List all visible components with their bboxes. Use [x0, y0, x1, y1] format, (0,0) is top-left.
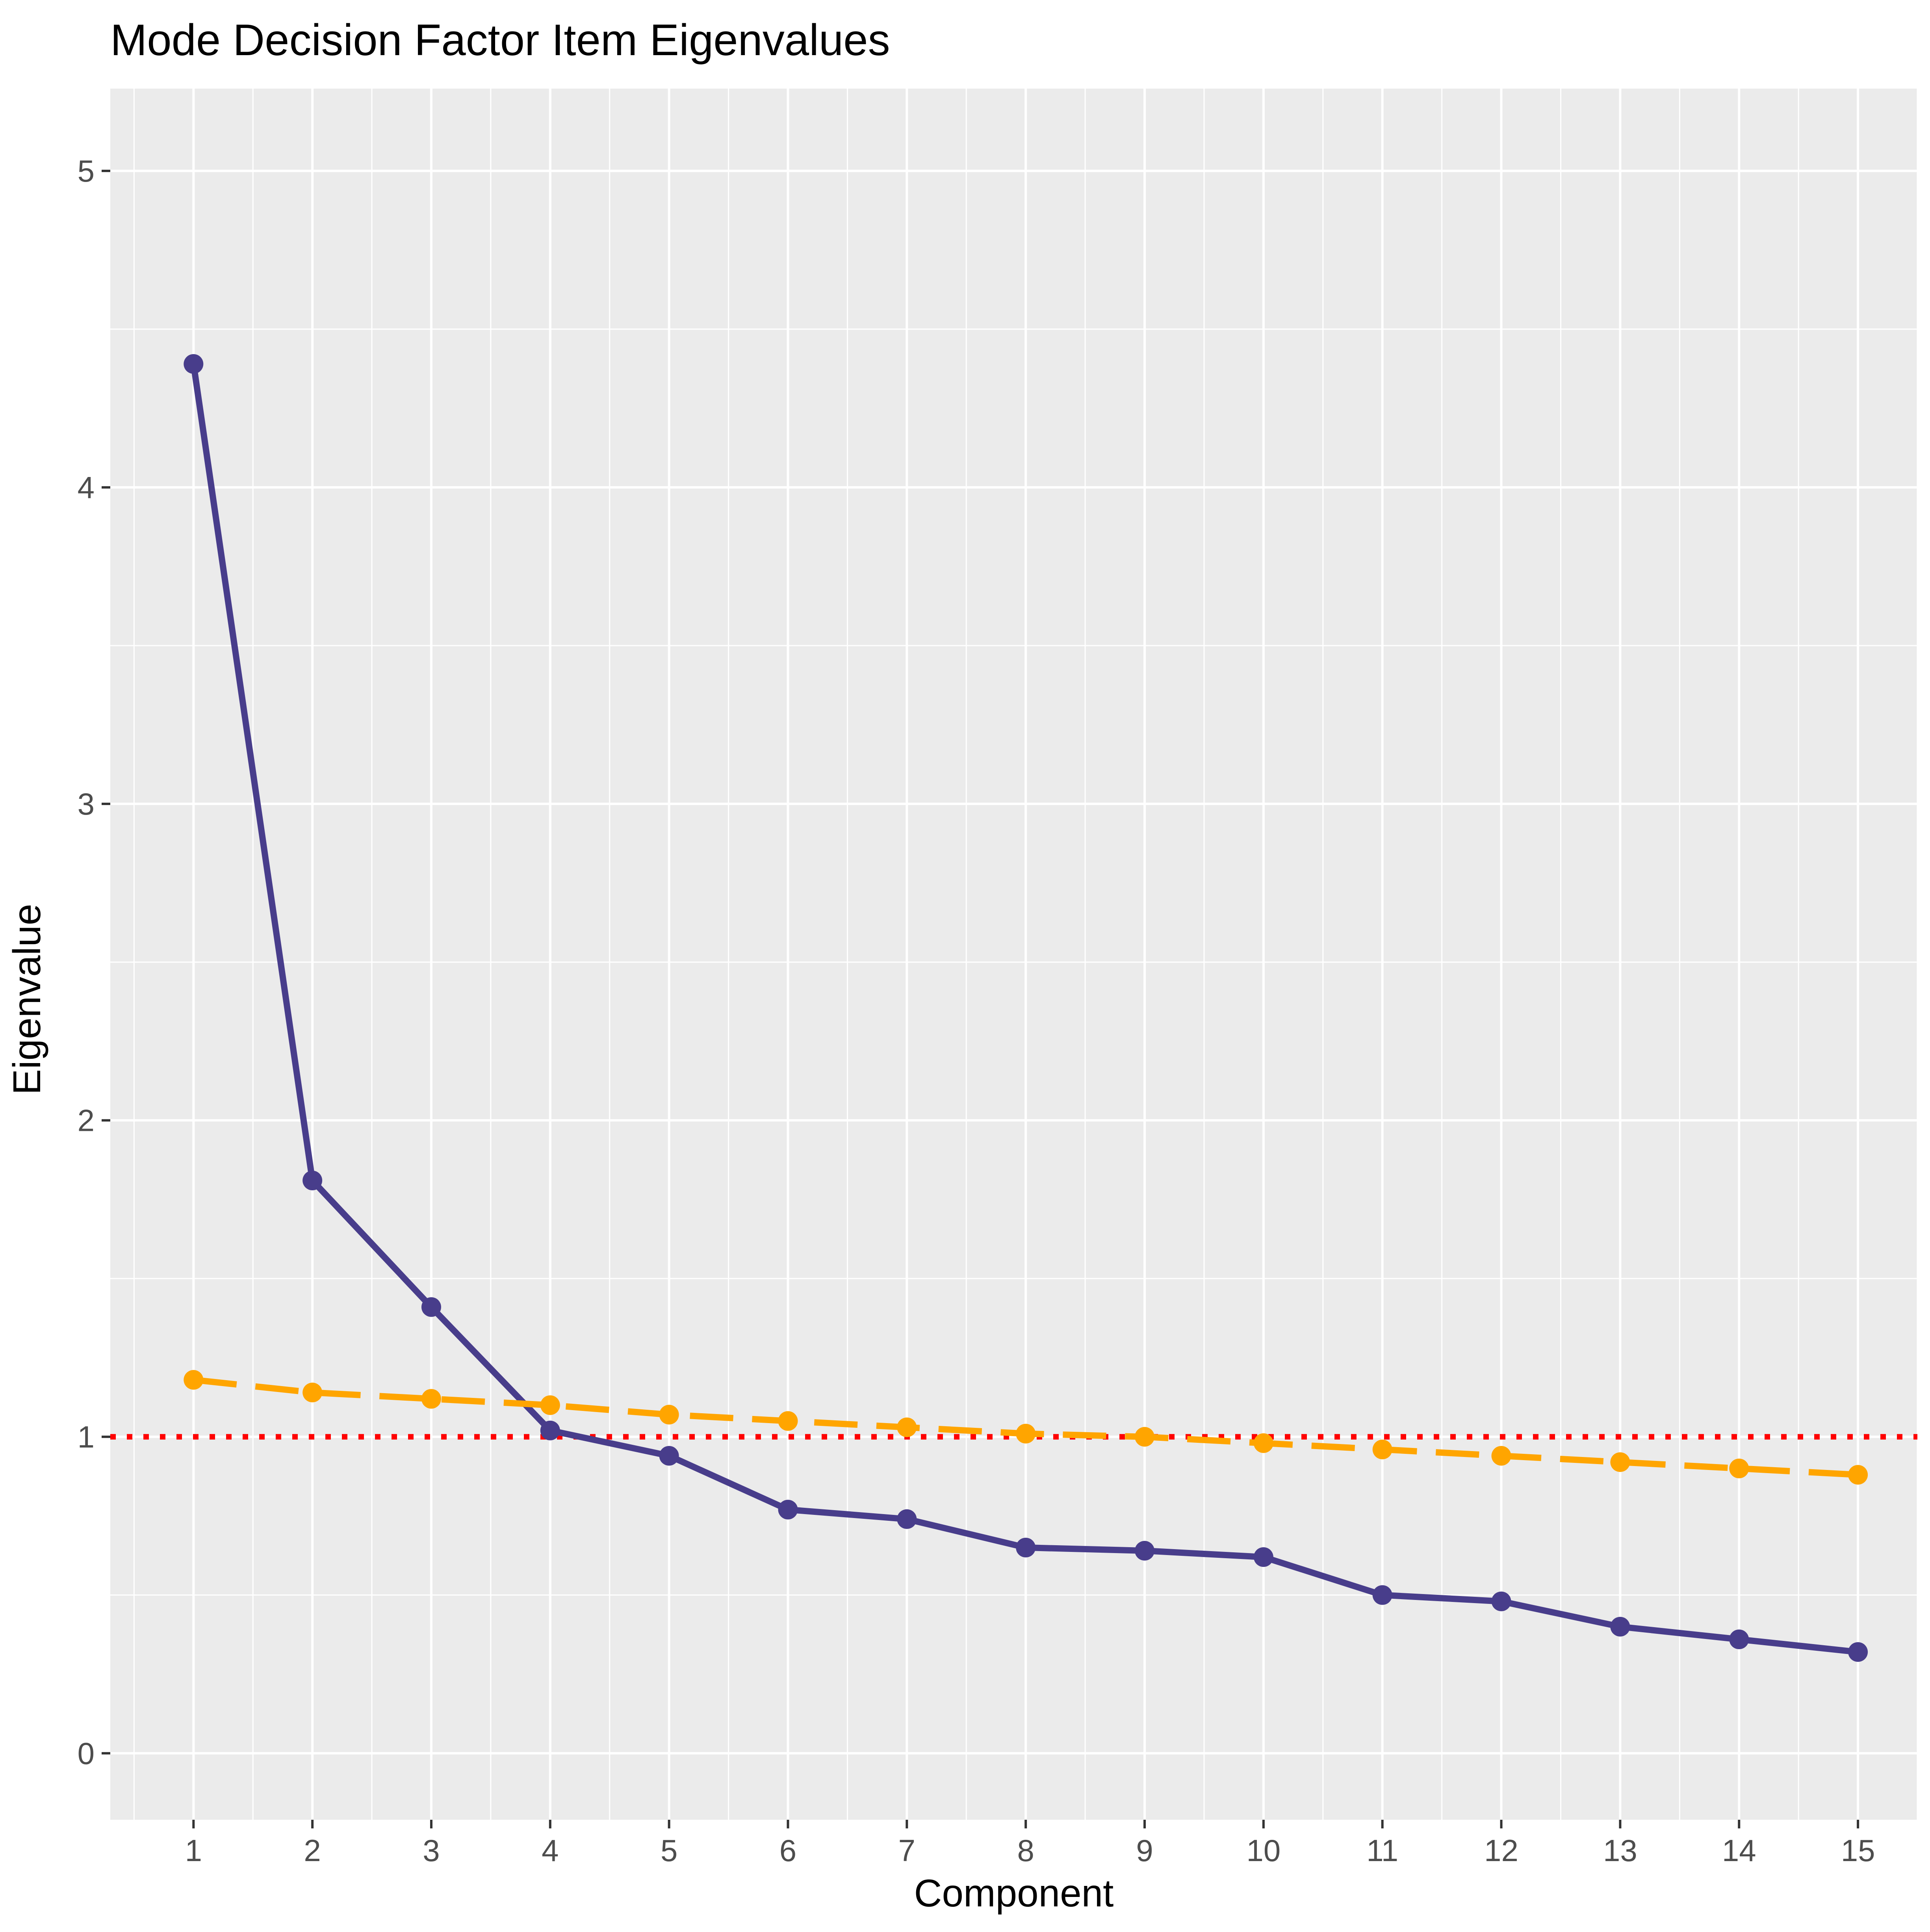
data-point: [302, 1383, 323, 1403]
data-point: [540, 1420, 560, 1440]
data-point: [184, 354, 204, 374]
data-point: [184, 1370, 204, 1390]
data-point: [421, 1389, 441, 1409]
data-point: [778, 1411, 798, 1431]
x-tick-label: 2: [304, 1833, 321, 1868]
y-tick-label: 3: [78, 787, 95, 821]
x-tick-label: 8: [1017, 1833, 1034, 1868]
data-point: [1253, 1547, 1273, 1567]
data-point: [1491, 1591, 1511, 1611]
y-tick-label: 4: [78, 470, 95, 505]
data-point: [659, 1405, 679, 1425]
x-tick-label: 11: [1366, 1833, 1398, 1868]
data-point: [778, 1500, 798, 1520]
x-tick-label: 12: [1484, 1833, 1518, 1868]
data-point: [897, 1417, 917, 1437]
data-point: [1135, 1541, 1155, 1561]
data-point: [302, 1170, 323, 1190]
x-tick-label: 4: [542, 1833, 559, 1868]
data-point: [897, 1509, 917, 1529]
data-point: [1372, 1585, 1392, 1605]
x-tick-label: 15: [1841, 1833, 1875, 1868]
data-point: [1610, 1616, 1630, 1637]
x-tick-label: 3: [423, 1833, 440, 1868]
x-tick-label: 1: [185, 1833, 202, 1868]
data-point: [1729, 1629, 1749, 1650]
x-tick-label: 13: [1603, 1833, 1637, 1868]
series-1-solid: [184, 354, 1868, 1662]
series-2-dashed: [184, 1370, 1868, 1485]
y-tick-label: 0: [78, 1736, 95, 1771]
x-tick-label: 10: [1246, 1833, 1280, 1868]
series-group: [184, 354, 1868, 1662]
data-point: [1729, 1459, 1749, 1479]
data-point: [1372, 1439, 1392, 1459]
y-axis-title: Eigenvalue: [5, 904, 48, 1095]
grid-lines: [110, 89, 1918, 1820]
data-point: [540, 1395, 560, 1415]
y-tick-label: 2: [78, 1103, 95, 1138]
data-point: [1610, 1452, 1630, 1472]
data-point: [1491, 1446, 1511, 1466]
x-tick-label: 9: [1136, 1833, 1153, 1868]
x-axis-title: Component: [914, 1871, 1114, 1915]
data-point: [421, 1297, 441, 1317]
data-point: [1016, 1538, 1036, 1558]
x-tick-label: 7: [898, 1833, 915, 1868]
data-point: [1848, 1465, 1868, 1485]
x-tick-label: 14: [1722, 1833, 1756, 1868]
data-point: [1135, 1427, 1155, 1447]
panel-background: [110, 89, 1917, 1820]
plot-panel: [110, 89, 1917, 1820]
y-tick-label: 5: [78, 154, 95, 188]
chart-title: Mode Decision Factor Item Eigenvalues: [110, 15, 890, 65]
data-point: [1253, 1433, 1273, 1453]
x-tick-label: 6: [779, 1833, 796, 1868]
data-point: [1016, 1423, 1036, 1444]
y-tick-label: 1: [78, 1420, 95, 1454]
data-point: [1848, 1642, 1868, 1662]
data-point: [659, 1446, 679, 1466]
x-tick-label: 5: [661, 1833, 677, 1868]
